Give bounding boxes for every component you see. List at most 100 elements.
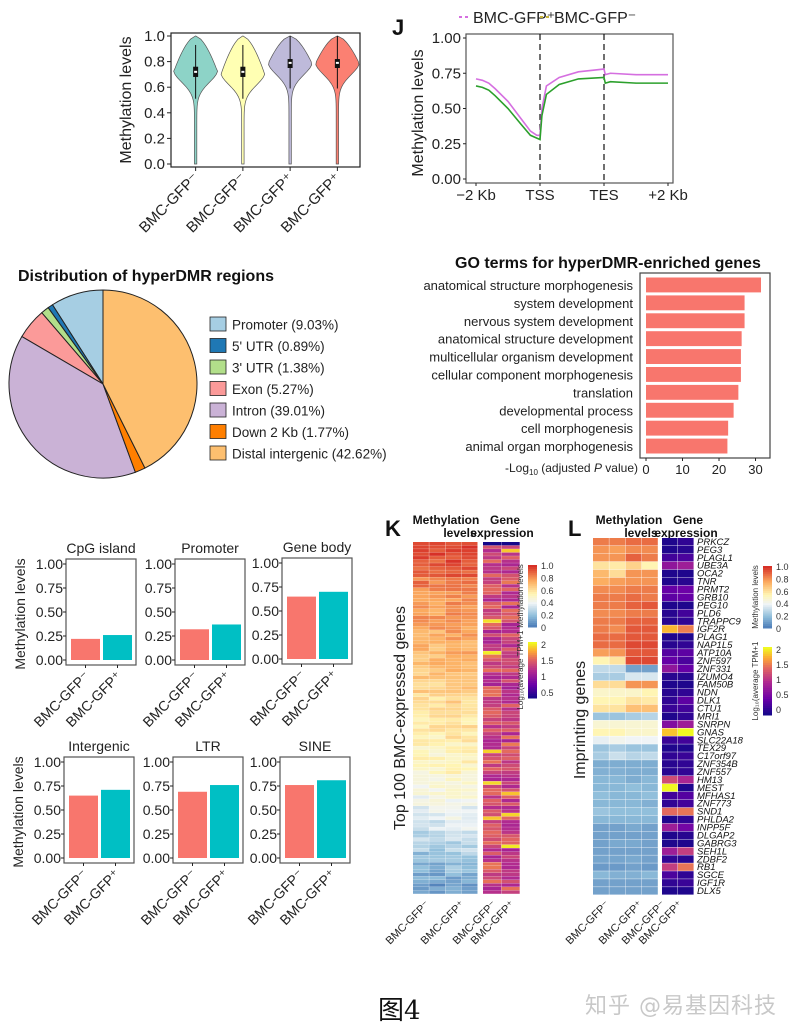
heatmap-cell xyxy=(445,851,462,856)
gene-label: MEST xyxy=(697,783,725,794)
heatmap-cell xyxy=(461,559,478,563)
heatmap-cell xyxy=(678,680,694,689)
heatmap-cell xyxy=(445,749,462,753)
heatmap-cell xyxy=(413,552,429,556)
heatmap-cell xyxy=(483,591,502,595)
heatmap-cell xyxy=(445,580,462,585)
region-y-tick-label: 1.00 xyxy=(36,556,63,572)
expression-legend-gradient-step xyxy=(528,688,537,692)
heatmap-cell xyxy=(413,749,429,753)
heatmap-cell xyxy=(593,561,609,570)
pie-legend-swatch xyxy=(209,402,227,418)
heatmap-cell xyxy=(429,658,446,662)
heatmap-cell xyxy=(501,858,520,863)
heatmap-cell xyxy=(678,633,694,641)
heatmap-cell xyxy=(678,720,694,728)
heatmap-cell xyxy=(483,552,502,556)
heatmap-cell xyxy=(445,886,462,891)
heatmap-cell xyxy=(429,619,446,623)
heatmap-cell xyxy=(445,640,462,644)
heatmap-cell xyxy=(662,720,678,728)
heatmap-cell xyxy=(429,802,446,806)
heatmap-cell xyxy=(445,563,462,567)
line-x-tick-label: TES xyxy=(589,187,618,204)
heatmap-cell xyxy=(483,637,502,641)
heatmap-cell xyxy=(429,630,446,634)
heatmap-cell xyxy=(593,657,609,665)
heatmap-cell xyxy=(641,593,658,602)
heatmap-cell xyxy=(593,601,609,609)
gene-label: GABRG3 xyxy=(697,838,737,849)
methylation-legend-gradient-step xyxy=(763,566,772,569)
heatmap-cell xyxy=(609,879,626,887)
expression-legend-gradient-step xyxy=(763,647,772,650)
heatmap-cell xyxy=(461,788,478,792)
go-x-tick-label: 20 xyxy=(712,462,726,477)
heatmap-cell xyxy=(413,668,429,673)
heatmap-cell xyxy=(461,605,478,609)
heatmap-cell xyxy=(501,700,520,704)
heatmap-cell xyxy=(501,665,520,669)
heatmap-cell xyxy=(483,647,502,651)
methylation-legend-gradient-step xyxy=(528,573,537,576)
heatmap-cell xyxy=(461,545,478,549)
heatmap-cell xyxy=(429,566,446,570)
heatmap-cell xyxy=(483,612,502,616)
heatmap-cell xyxy=(413,682,429,687)
heatmap-cell xyxy=(501,640,520,644)
heatmap-cell xyxy=(461,556,478,560)
heatmap-cell xyxy=(413,837,429,841)
heatmap-cell xyxy=(609,760,626,768)
heatmap-cell xyxy=(625,553,642,562)
expression-legend-gradient-step xyxy=(528,642,537,645)
heatmap-cell xyxy=(641,696,658,705)
heatmap-cell xyxy=(625,736,642,744)
expression-legend-gradient-step xyxy=(528,677,537,680)
pie-legend-swatch xyxy=(209,381,227,396)
heatmap-cell xyxy=(609,871,626,879)
heatmap-cell xyxy=(678,855,694,863)
heatmap-cell xyxy=(483,700,502,704)
heatmap-cell xyxy=(461,809,478,813)
heatmap-cell xyxy=(445,830,462,834)
region-y-tick-label: 0.00 xyxy=(34,850,61,866)
heatmap-cell xyxy=(662,736,678,744)
heatmap-cell xyxy=(483,630,502,634)
heatmap-cell xyxy=(501,749,520,753)
heatmap-cell xyxy=(662,633,678,641)
heatmap-cell xyxy=(641,728,658,736)
heatmap-cell xyxy=(678,791,694,800)
expression-legend-gradient-step xyxy=(763,651,772,655)
k-expression-header-line2: expression xyxy=(470,526,533,540)
methylation-legend-title: Methylation levels xyxy=(751,565,760,629)
heatmap-cell xyxy=(501,753,520,757)
region-y-tick-label: 0.00 xyxy=(252,651,279,667)
heatmap-cell xyxy=(501,721,520,725)
heatmap-cell xyxy=(413,580,429,585)
heatmap-cell xyxy=(461,767,478,771)
methylation-legend-gradient-step xyxy=(528,565,537,568)
methylation-legend-gradient-step xyxy=(528,591,537,595)
gene-label: FAM50B xyxy=(697,680,734,691)
heatmap-cell xyxy=(461,570,478,574)
heatmap-cell xyxy=(461,876,478,880)
heatmap-cell xyxy=(461,837,478,841)
expression-legend-gradient-step xyxy=(763,696,772,700)
heatmap-cell xyxy=(593,847,609,855)
heatmap-cell xyxy=(641,649,658,657)
region-bar-panel: Promoter0.000.250.500.751.00BMC-GFP⁻BMC-… xyxy=(139,540,246,730)
heatmap-cell xyxy=(609,545,626,554)
heatmap-cell xyxy=(609,625,626,633)
region-bar-gfp-minus xyxy=(69,795,98,858)
heatmap-cell xyxy=(609,807,626,816)
line-y-tick-label: 1.00 xyxy=(432,30,461,47)
gene-label: SGCE xyxy=(697,870,725,881)
heatmap-cell xyxy=(483,563,502,567)
heatmap-cell xyxy=(593,641,609,649)
heatmap-cell xyxy=(445,573,462,577)
heatmap-cell xyxy=(678,760,694,768)
heatmap-cell xyxy=(413,686,429,690)
expression-legend-gradient-step xyxy=(763,710,772,714)
heatmap-cell xyxy=(501,626,520,630)
heatmap-cell xyxy=(445,816,462,820)
